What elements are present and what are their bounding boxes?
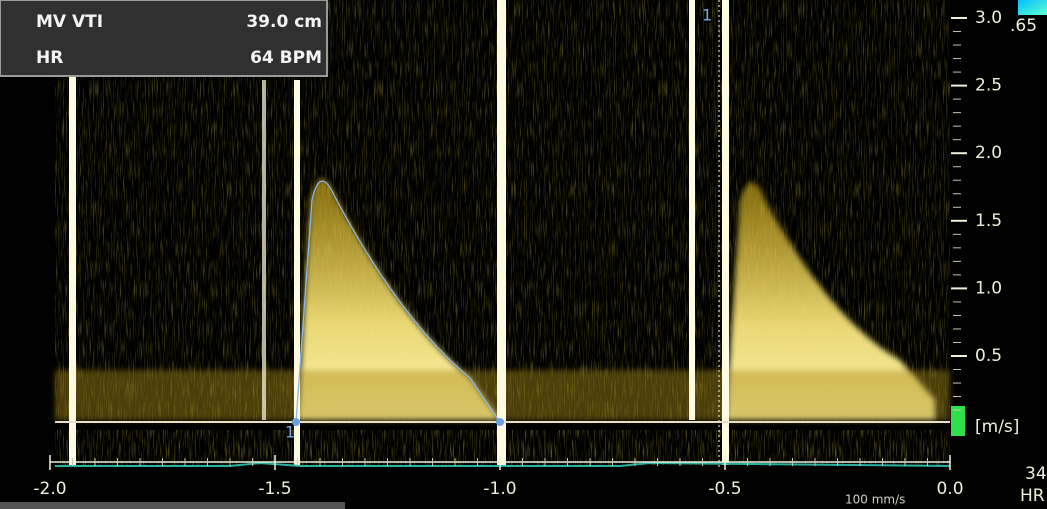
time-label: -2.0 bbox=[33, 479, 66, 499]
time-label: -1.0 bbox=[483, 479, 516, 499]
measurement-label: MV VTI bbox=[36, 12, 103, 32]
velocity-label: 0.5 bbox=[975, 346, 1002, 366]
click bbox=[69, 75, 76, 465]
velocity-label: 3.0 bbox=[975, 8, 1002, 28]
envelope bbox=[726, 182, 935, 420]
measurement-box bbox=[0, 0, 328, 77]
velocity-label: 1.5 bbox=[975, 211, 1002, 231]
side-label: HR bbox=[1020, 486, 1045, 506]
velocity-unit: [m/s] bbox=[975, 417, 1019, 437]
click bbox=[497, 0, 506, 465]
click bbox=[294, 80, 300, 465]
corner-value: .65 bbox=[1010, 16, 1037, 36]
click bbox=[689, 0, 695, 420]
time-label: -1.5 bbox=[258, 479, 291, 499]
measurement-value: 39.0 cm bbox=[246, 12, 322, 32]
measurement-label: HR bbox=[36, 48, 63, 68]
bottom-bar bbox=[0, 502, 345, 509]
click bbox=[722, 0, 729, 465]
vti-trace bbox=[295, 180, 501, 423]
click bbox=[262, 80, 266, 420]
side-value: 34 bbox=[1025, 464, 1047, 484]
velocity-label: 1.0 bbox=[975, 278, 1002, 298]
valve-clicks bbox=[69, 0, 729, 465]
time-label: -0.5 bbox=[708, 479, 741, 499]
caliper bbox=[292, 418, 300, 426]
sweep-speed: 100 mm/s bbox=[845, 493, 905, 507]
time-ticks: -2.0 -1.5 -1.0 -0.5 0.0 bbox=[33, 455, 964, 499]
marker: 1 bbox=[285, 423, 295, 442]
color-bar bbox=[1018, 0, 1047, 15]
velocity-label: 2.5 bbox=[975, 76, 1002, 96]
measurement-value: 64 BPM bbox=[250, 48, 322, 68]
time-label: 0.0 bbox=[936, 479, 963, 499]
caliper bbox=[496, 418, 504, 426]
velocity-ticks: 3.0 2.5 2.0 1.5 1.0 0.5 bbox=[951, 8, 1002, 411]
marker: 1 bbox=[702, 6, 712, 25]
baseline-handle bbox=[951, 406, 965, 436]
velocity-label: 2.0 bbox=[975, 143, 1002, 163]
